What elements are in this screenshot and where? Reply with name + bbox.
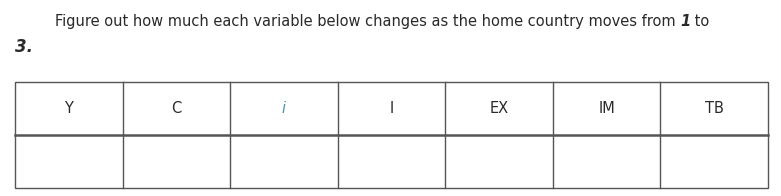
- Text: C: C: [171, 101, 181, 116]
- Bar: [15, 82, 768, 188]
- Text: to: to: [690, 14, 710, 29]
- Text: 3.: 3.: [15, 38, 33, 56]
- Text: i: i: [282, 101, 286, 116]
- Text: Figure out how much each variable below changes as the home country moves from: Figure out how much each variable below …: [55, 14, 680, 29]
- Text: 1: 1: [680, 14, 690, 29]
- Text: I: I: [390, 101, 394, 116]
- Text: EX: EX: [490, 101, 508, 116]
- Text: IM: IM: [598, 101, 615, 116]
- Text: Y: Y: [64, 101, 73, 116]
- Text: TB: TB: [704, 101, 724, 116]
